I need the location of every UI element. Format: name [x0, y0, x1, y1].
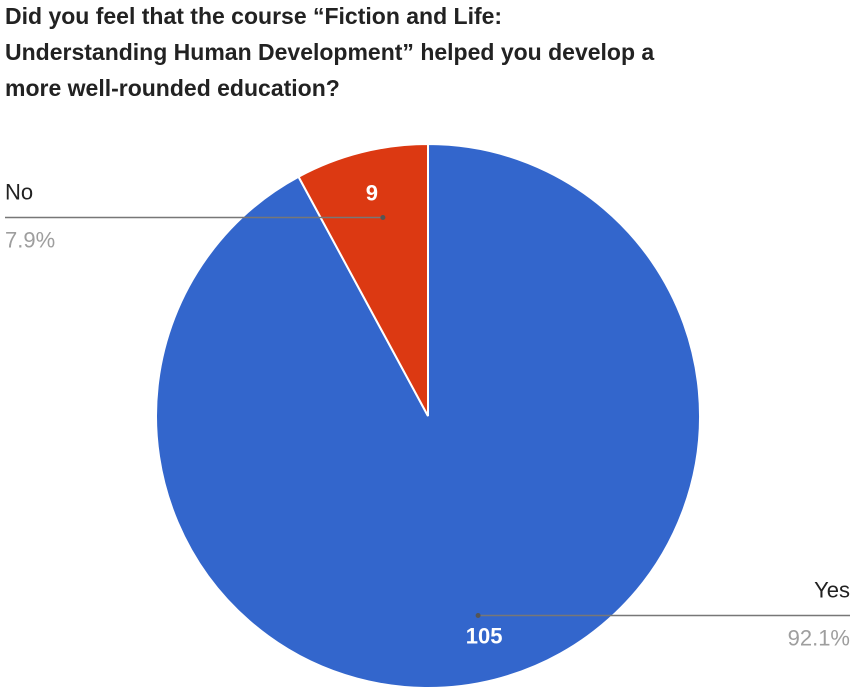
legend-label: No [5, 179, 33, 204]
slice-label: 9 [366, 180, 378, 205]
percent-label: 92.1% [788, 625, 850, 650]
chart-title-line: Understanding Human Development” helped … [5, 39, 654, 65]
chart-title-line: Did you feel that the course “Fiction an… [5, 3, 502, 29]
pie-slice [297, 142, 429, 417]
chart-title-line: more well-rounded education? [5, 75, 340, 101]
percent-label: 7.9% [5, 227, 55, 252]
slice-label: 105 [466, 623, 503, 648]
legend-label: Yes [814, 577, 850, 602]
leader-dot [380, 215, 386, 221]
leader-dot [475, 612, 481, 618]
